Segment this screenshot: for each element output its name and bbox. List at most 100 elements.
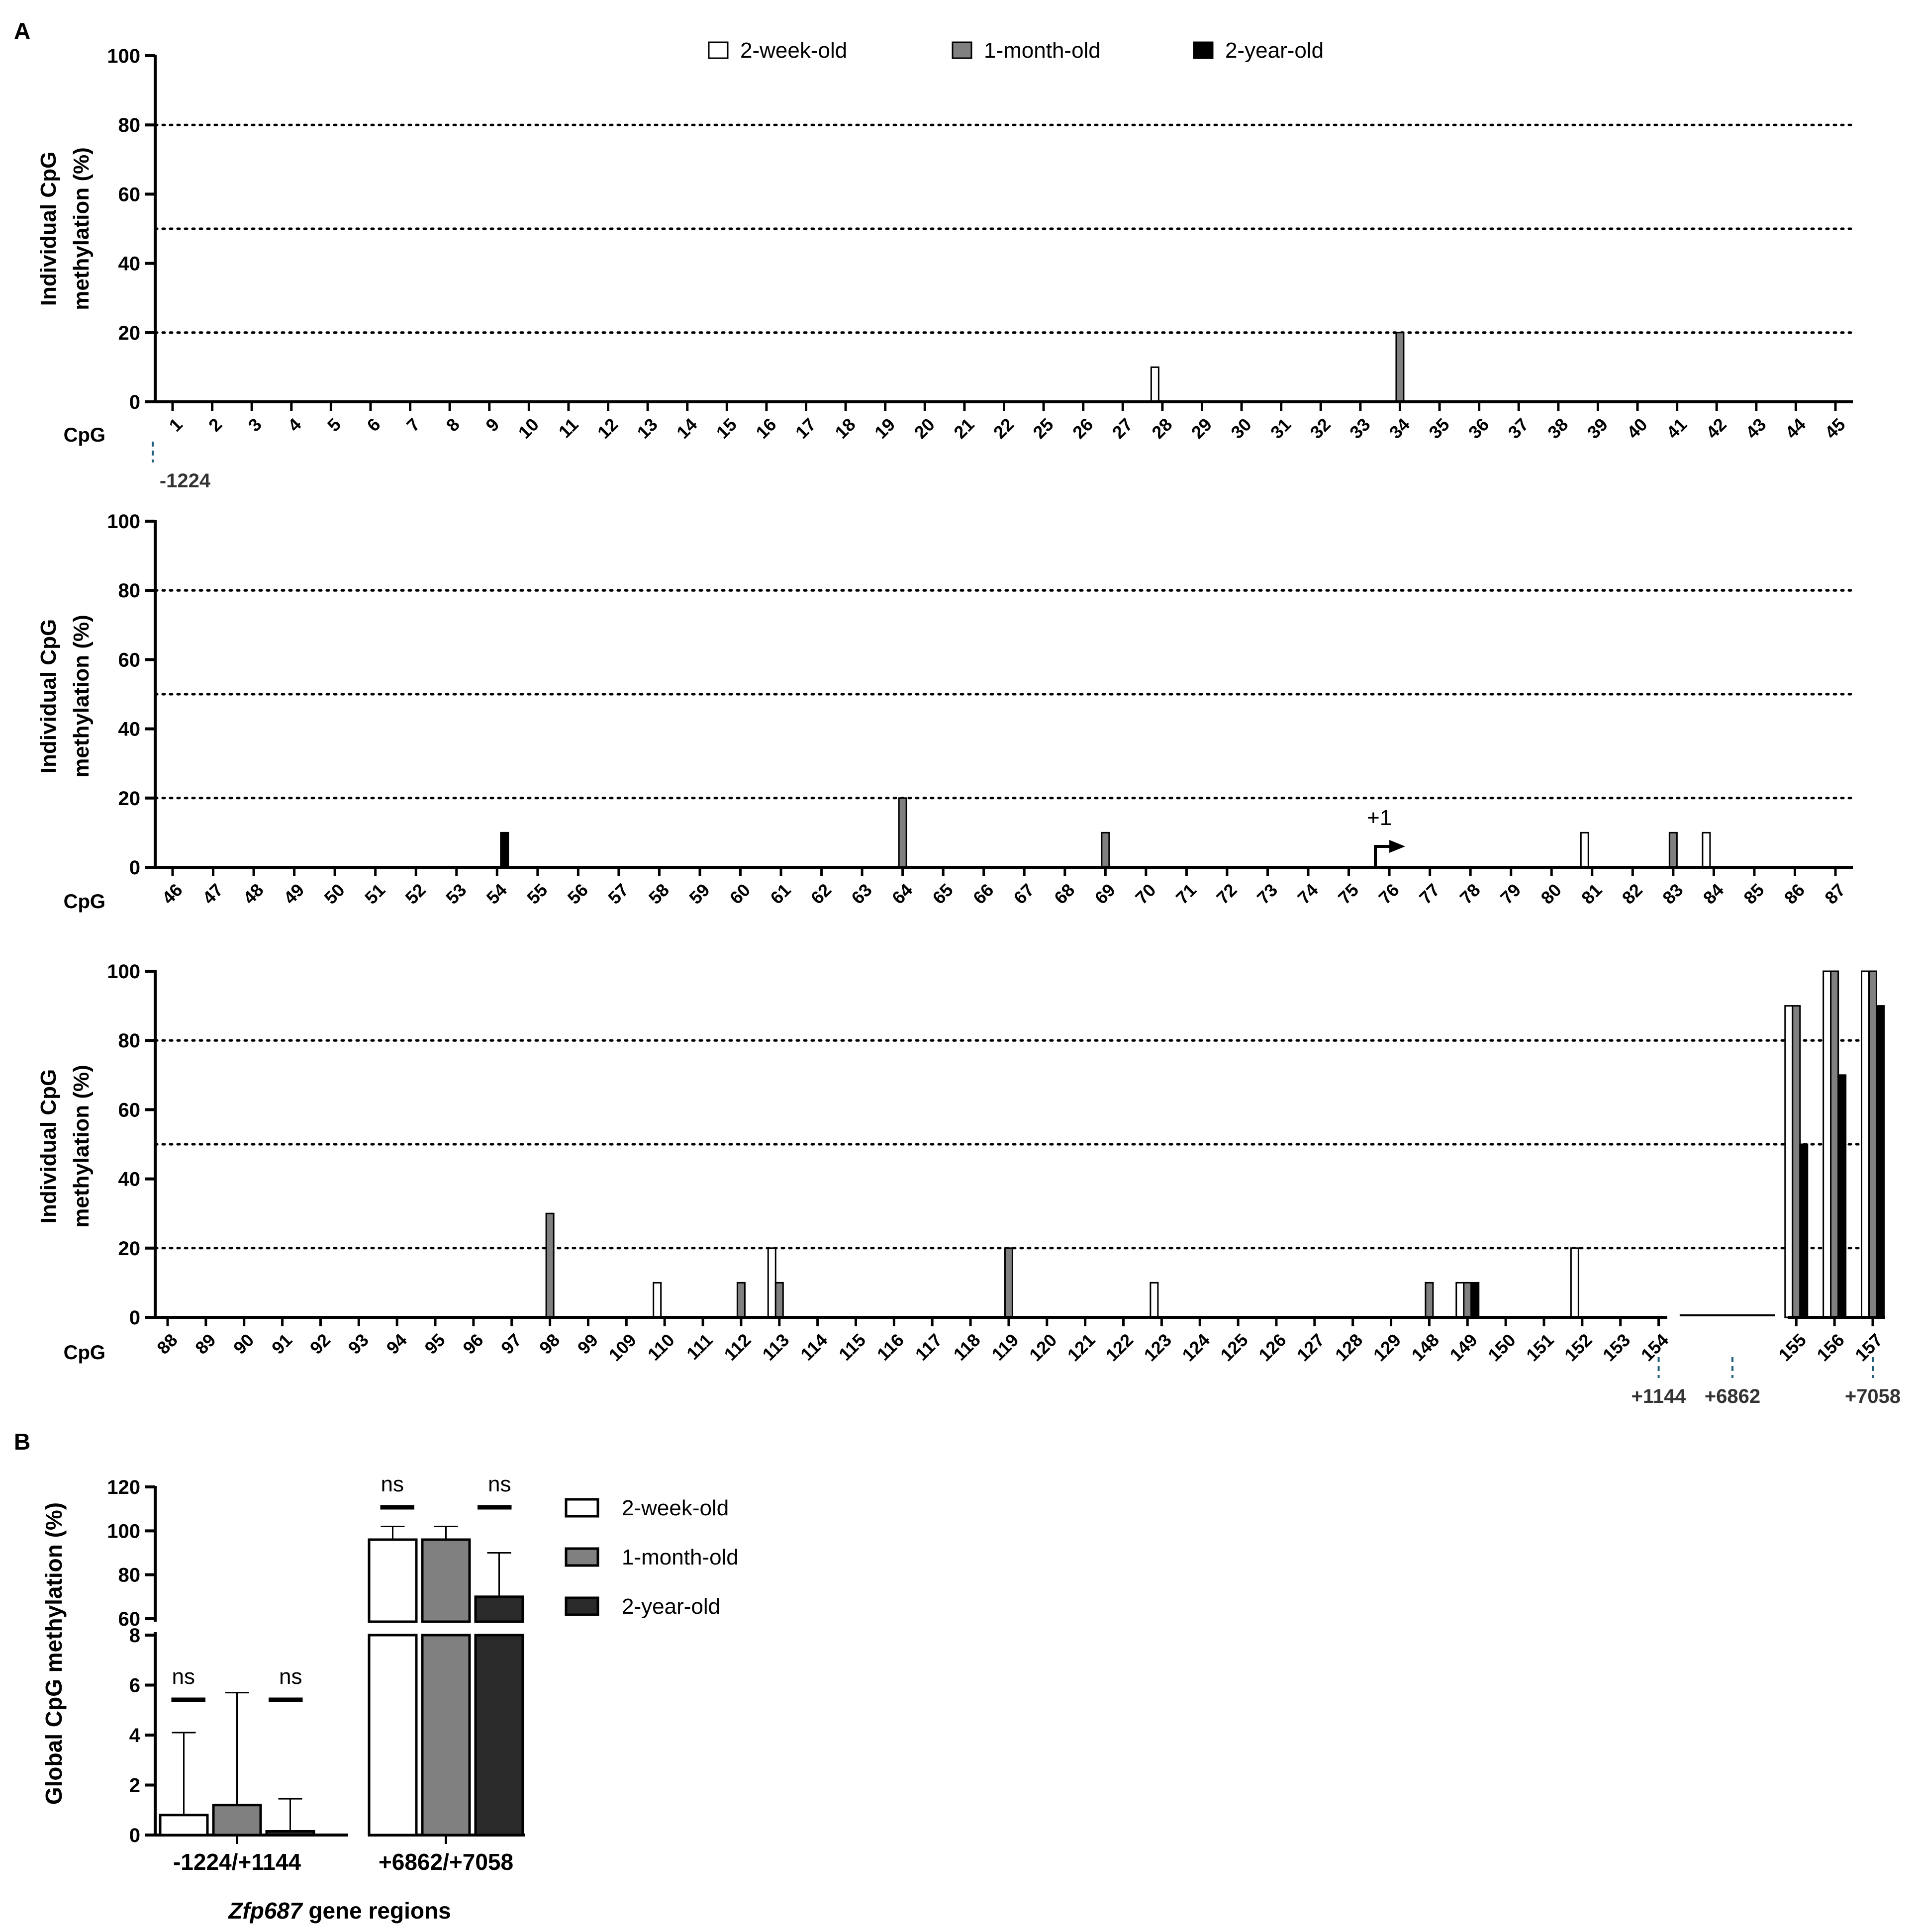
bar-a-bottom-cpg155-2-week bbox=[1784, 1005, 1794, 1318]
tss-label-a-middle: +1 bbox=[1367, 806, 1392, 830]
x-tick-label-a-middle-59: 59 bbox=[685, 880, 713, 908]
y-tick-label-a-bottom-2: 40 bbox=[118, 1169, 141, 1191]
x-tick-label-a-middle-77: 77 bbox=[1415, 880, 1443, 908]
bar-a-bottom-cpg149-2-year bbox=[1470, 1282, 1480, 1318]
x-tick-label-a-middle-52: 52 bbox=[401, 880, 430, 908]
x-tick-label-a-top-22: 22 bbox=[989, 414, 1018, 443]
legend-b-swatch-2-year bbox=[565, 1596, 599, 1616]
bar-a-bottom-cpg110-2-week bbox=[653, 1282, 662, 1318]
x-tick-label-a-top-21: 21 bbox=[950, 414, 978, 443]
x-tick-label-a-middle-81: 81 bbox=[1577, 880, 1606, 908]
bar-a-bottom-cpg152-2-week bbox=[1570, 1247, 1579, 1318]
x-tick-label-a-bottom-109: 109 bbox=[605, 1330, 640, 1365]
x-tick-label-a-top-25: 25 bbox=[1029, 414, 1057, 443]
y-tick-label-b-upper-3: 120 bbox=[107, 1476, 140, 1498]
chart-b: Global CpG methylation (%) Zfp687 gene r… bbox=[41, 1472, 525, 1924]
x-tick-label-a-bottom-156: 156 bbox=[1813, 1330, 1848, 1365]
y-tick-label-a-middle-4: 80 bbox=[118, 580, 141, 602]
x-tick-label-a-bottom-113: 113 bbox=[758, 1330, 793, 1365]
x-tick-label-a-middle-75: 75 bbox=[1334, 880, 1362, 908]
x-tick-label-a-top-10: 10 bbox=[514, 414, 543, 443]
bar-a-middle-cpg84-2-week bbox=[1702, 831, 1711, 868]
x-tick-label-a-top-28: 28 bbox=[1148, 414, 1176, 443]
bar-b-0-1-month bbox=[212, 1804, 262, 1837]
x-tick-label-a-middle-85: 85 bbox=[1739, 880, 1768, 908]
bar-b-0-2-year bbox=[265, 1830, 315, 1837]
bar-a-bottom-cpg156-1-month bbox=[1830, 970, 1839, 1318]
x-tick-label-a-top-30: 30 bbox=[1227, 414, 1255, 443]
x-tick-label-a-middle-63: 63 bbox=[847, 880, 875, 908]
x-tick-label-a-middle-64: 64 bbox=[888, 880, 916, 908]
chart-a-middle: Individual CpG methylation (%) CpG 0 20 40… bbox=[36, 511, 1854, 913]
x-tick-label-a-bottom-112: 112 bbox=[720, 1330, 755, 1365]
y-tick-label-a-top-5: 100 bbox=[107, 45, 140, 67]
sig-label-b-1-0: ns bbox=[381, 1472, 404, 1496]
x-tick-label-a-bottom-120: 120 bbox=[1025, 1330, 1060, 1365]
x-tick-label-a-top-7: 7 bbox=[402, 414, 424, 436]
x-tick-label-a-bottom-93: 93 bbox=[344, 1330, 373, 1358]
legend-b-swatch-1-month bbox=[565, 1547, 599, 1567]
x-tick-label-a-bottom-118: 118 bbox=[950, 1330, 984, 1365]
x-tick-label-a-bottom-157: 157 bbox=[1851, 1330, 1886, 1365]
x-tick-label-a-middle-83: 83 bbox=[1658, 880, 1687, 908]
x-tick-label-a-top-14: 14 bbox=[672, 414, 701, 443]
x-tick-label-a-bottom-127: 127 bbox=[1293, 1330, 1328, 1365]
bar-a-bottom-cpg98-1-month bbox=[545, 1212, 555, 1318]
x-tick-label-a-bottom-92: 92 bbox=[306, 1330, 334, 1358]
x-tick-label-a-top-15: 15 bbox=[712, 414, 741, 443]
y-tick-label-a-bottom-4: 80 bbox=[118, 1030, 141, 1052]
x-tick-label-a-bottom-97: 97 bbox=[497, 1330, 525, 1358]
bar-b-1-2-year-lower bbox=[474, 1634, 524, 1837]
bar-a-bottom-cpg149-2-week bbox=[1455, 1282, 1465, 1318]
bar-a-bottom-cpg157-1-month bbox=[1868, 970, 1877, 1318]
x-tick-label-a-top-17: 17 bbox=[791, 414, 820, 443]
legend-b: 2-week-old 1-month-old 2-year-old bbox=[565, 1496, 739, 1619]
x-tick-label-a-top-18: 18 bbox=[831, 414, 859, 443]
x-tick-label-a-middle-62: 62 bbox=[807, 880, 835, 908]
x-tick-label-a-middle-46: 46 bbox=[158, 880, 186, 908]
x-tick-label-a-bottom-129: 129 bbox=[1369, 1330, 1405, 1365]
y-tick-label-b-upper-1: 80 bbox=[118, 1564, 141, 1586]
x-tick-label-a-top-13: 13 bbox=[633, 414, 661, 443]
sig-label-b-0-1: ns bbox=[279, 1664, 302, 1689]
x-tick-label-a-middle-70: 70 bbox=[1131, 880, 1159, 908]
x-tick-label-a-bottom-124: 124 bbox=[1178, 1330, 1213, 1365]
legend-b-label-2-year: 2-year-old bbox=[622, 1594, 720, 1619]
x-tick-label-a-middle-56: 56 bbox=[564, 880, 592, 908]
position-label-a-top-0: -1224 bbox=[160, 470, 211, 492]
sig-label-b-0-0: ns bbox=[172, 1664, 195, 1689]
bar-b-0-2-week bbox=[159, 1814, 209, 1837]
y-tick-label-b-lower-4: 8 bbox=[129, 1625, 140, 1647]
ylabel-a-top-line2: methylation (%) bbox=[69, 147, 94, 310]
x-tick-label-a-middle-57: 57 bbox=[604, 880, 632, 908]
y-tick-label-b-lower-2: 4 bbox=[129, 1725, 141, 1747]
x-tick-label-a-top-36: 36 bbox=[1464, 414, 1493, 443]
x-tick-label-a-bottom-152: 152 bbox=[1560, 1330, 1596, 1365]
legend-a-swatch-2-week bbox=[708, 41, 729, 59]
bar-a-bottom-cpg155-2-year bbox=[1799, 1143, 1809, 1318]
x-tick-label-a-middle-48: 48 bbox=[239, 880, 267, 908]
position-label-a-bottom-1: +6862 bbox=[1705, 1385, 1760, 1407]
x-tick-label-a-bottom-154: 154 bbox=[1637, 1330, 1672, 1365]
x-tick-label-a-top-3: 3 bbox=[244, 414, 266, 436]
ylabel-a-bottom-line1: Individual CpG bbox=[36, 1069, 61, 1223]
y-tick-label-a-bottom-3: 60 bbox=[118, 1099, 141, 1121]
x-tick-label-a-bottom-95: 95 bbox=[420, 1330, 449, 1358]
position-label-a-bottom-0: +1144 bbox=[1632, 1385, 1687, 1407]
x-tick-label-a-middle-76: 76 bbox=[1374, 880, 1403, 908]
x-tick-label-a-bottom-125: 125 bbox=[1216, 1330, 1251, 1365]
cpg-title-a-bottom: CpG bbox=[64, 1342, 105, 1364]
x-tick-label-a-middle-68: 68 bbox=[1050, 880, 1078, 908]
cpg-title-a-middle: CpG bbox=[64, 891, 105, 913]
x-tick-label-a-top-42: 42 bbox=[1702, 414, 1730, 443]
y-tick-label-a-middle-1: 20 bbox=[118, 788, 141, 810]
x-tick-label-a-bottom-116: 116 bbox=[873, 1330, 908, 1365]
x-tick-label-a-top-20: 20 bbox=[910, 414, 939, 443]
y-tick-label-b-lower-0: 0 bbox=[129, 1825, 140, 1846]
x-tick-label-a-top-45: 45 bbox=[1821, 414, 1849, 443]
bar-a-bottom-cpg123-2-week bbox=[1150, 1282, 1159, 1318]
bar-a-top-cpg28-2-week bbox=[1150, 366, 1159, 403]
x-tick-label-a-top-32: 32 bbox=[1306, 414, 1335, 443]
x-tick-label-a-middle-53: 53 bbox=[442, 880, 470, 908]
